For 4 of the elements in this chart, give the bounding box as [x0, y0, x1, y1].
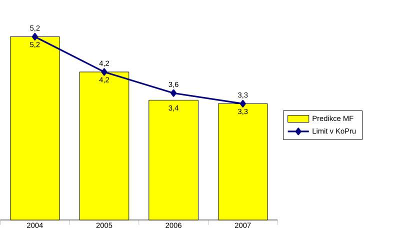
- point: [170, 89, 177, 97]
- point: [240, 100, 246, 108]
- point: [32, 32, 38, 40]
- point: [101, 68, 108, 76]
